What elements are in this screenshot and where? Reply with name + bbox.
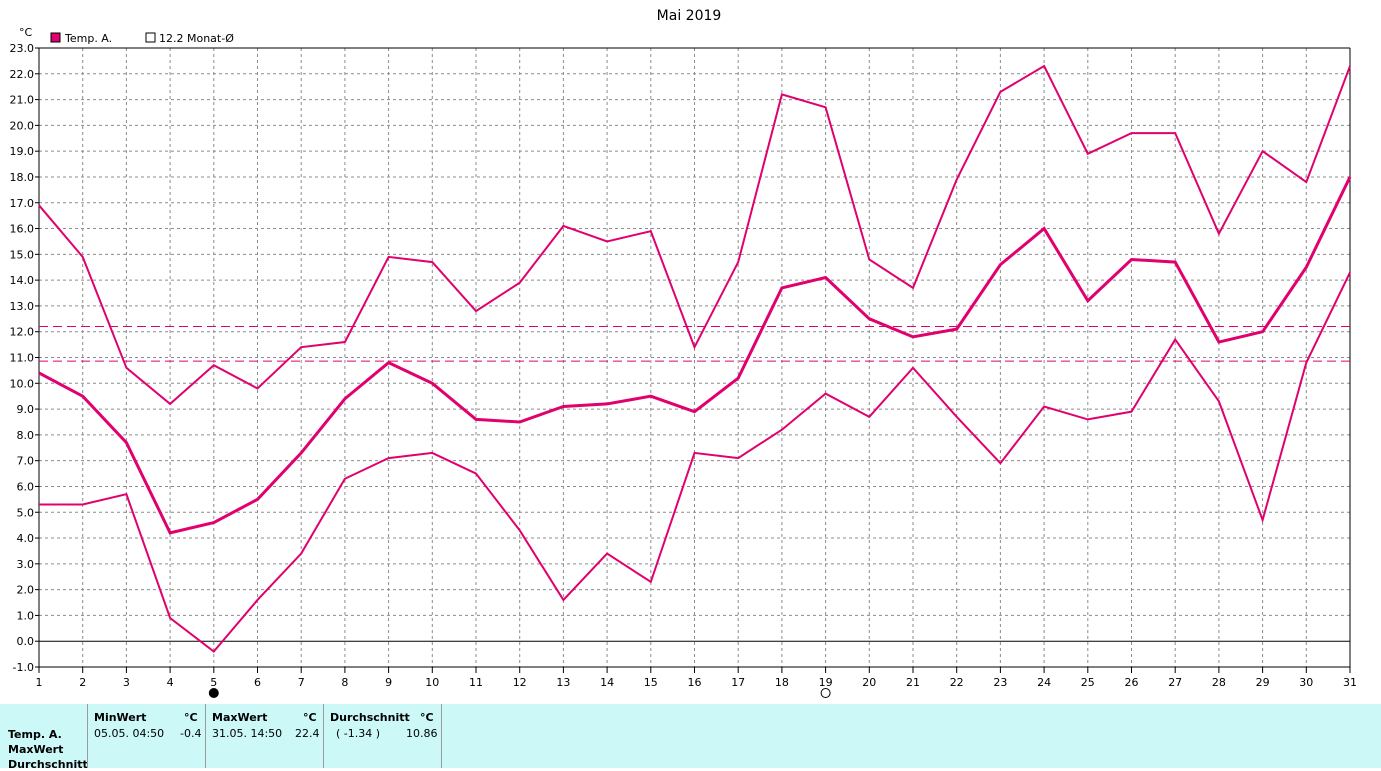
- x-tick-label: 1: [36, 676, 43, 689]
- x-tick-label: 7: [298, 676, 305, 689]
- y-tick-label: 7.0: [17, 455, 35, 468]
- x-tick-label: 17: [731, 676, 745, 689]
- stats-divider: [323, 704, 324, 768]
- y-tick-label: 23.0: [10, 42, 35, 55]
- x-tick-label: 19: [819, 676, 833, 689]
- y-tick-label: 16.0: [10, 223, 35, 236]
- x-tick-label: 18: [775, 676, 789, 689]
- x-tick-label: 5: [210, 676, 217, 689]
- y-tick-label: 18.0: [10, 171, 35, 184]
- series-lines: [38, 64, 1352, 653]
- chart-title: Mai 2019: [657, 8, 722, 24]
- y-tick-label: 15.0: [10, 248, 35, 261]
- y-tick-label: 6.0: [17, 480, 35, 493]
- y-tick-label: 3.0: [17, 558, 35, 571]
- x-tick-label: 30: [1299, 676, 1313, 689]
- y-tick-label: 0.0: [17, 635, 35, 648]
- x-tick-label: 4: [167, 676, 174, 689]
- y-tick-label: 14.0: [10, 274, 35, 287]
- full-moon-icon: [820, 688, 831, 698]
- y-tick-label: 5.0: [17, 506, 35, 519]
- row-label-avg: Durchschnitt: [8, 758, 88, 771]
- statistics-panel: Temp. A. MaxWert Durchschnitt MinWert °C…: [0, 704, 1381, 771]
- y-tick-label: 19.0: [10, 145, 35, 158]
- x-tick-label: 26: [1125, 676, 1139, 689]
- stats-divider: [87, 704, 88, 768]
- y-tick-label: 8.0: [17, 429, 35, 442]
- x-tick-label: 15: [644, 676, 658, 689]
- stats-divider: [441, 704, 442, 768]
- stats-divider: [205, 704, 206, 768]
- series-line-max: [38, 64, 1351, 406]
- max-unit: °C: [303, 711, 317, 724]
- y-tick-label: 22.0: [10, 68, 35, 81]
- new-moon-icon: [208, 688, 219, 698]
- max-date: 31.05. 14:50: [212, 727, 283, 740]
- y-tick-label: 17.0: [10, 197, 35, 210]
- y-tick-label: 20.0: [10, 119, 35, 132]
- x-tick-label: 31: [1343, 676, 1357, 689]
- y-tick-label: 10.0: [10, 377, 35, 390]
- min-header: MinWert: [94, 711, 147, 724]
- x-tick-label: 16: [688, 676, 702, 689]
- row-label-temp: Temp. A.: [8, 728, 62, 741]
- avg-value: 10.86: [406, 727, 438, 740]
- x-tick-label: 29: [1256, 676, 1270, 689]
- legend-swatch-month-avg: [145, 32, 156, 43]
- y-axis: -1.0 0.0 1.0 2.0 3.0 4.0 5.0 6.0 7.0 8.0 9.0 10.0 11…: [10, 42, 39, 674]
- x-tick-label: 9: [385, 676, 392, 689]
- min-date: 05.05. 04:50: [94, 727, 165, 740]
- temperature-chart: Mai 2019 °C Temp. A. 12.2 Monat-Ø -1.0 0.…: [10, 8, 1357, 698]
- y-tick-label: 12.0: [10, 326, 35, 339]
- y-tick-label: 21.0: [10, 94, 35, 107]
- y-tick-label: 11.0: [10, 352, 35, 365]
- legend: Temp. A. 12.2 Monat-Ø: [50, 32, 234, 45]
- y-unit-label: °C: [19, 26, 33, 39]
- x-tick-label: 8: [341, 676, 348, 689]
- x-tick-label: 13: [556, 676, 570, 689]
- x-tick-label: 10: [425, 676, 439, 689]
- x-axis: 1 2 3 4 5 6 7 8 9 10 11 12 13 14 15 16 17 18 19 20 21 22 23 24 2…: [36, 667, 1357, 689]
- y-tick-label: 13.0: [10, 300, 35, 313]
- row-label-max: MaxWert: [8, 743, 64, 756]
- max-header: MaxWert: [212, 711, 268, 724]
- x-tick-label: 27: [1168, 676, 1182, 689]
- avg-delta: ( -1.34 ): [336, 727, 381, 740]
- y-tick-label: 1.0: [17, 609, 35, 622]
- series-line-min: [39, 271, 1351, 653]
- max-value: 22.4: [295, 727, 320, 740]
- x-tick-label: 3: [123, 676, 130, 689]
- reference-lines: [39, 326, 1350, 362]
- x-tick-label: 22: [950, 676, 964, 689]
- x-tick-label: 6: [254, 676, 261, 689]
- grid: [38, 47, 1351, 668]
- y-tick-label: 4.0: [17, 532, 35, 545]
- legend-label-temp: Temp. A.: [64, 32, 112, 45]
- x-tick-label: 28: [1212, 676, 1226, 689]
- min-unit: °C: [184, 711, 198, 724]
- y-tick-label: -1.0: [13, 661, 34, 674]
- legend-label-month-avg: 12.2 Monat-Ø: [159, 32, 234, 45]
- avg-unit: °C: [420, 711, 434, 724]
- series-line-mean: [38, 176, 1352, 535]
- moon-phases: [208, 688, 831, 698]
- x-tick-label: 23: [993, 676, 1007, 689]
- x-tick-label: 12: [513, 676, 527, 689]
- x-tick-label: 25: [1081, 676, 1095, 689]
- min-value: -0.4: [180, 727, 202, 740]
- avg-header: Durchschnitt: [330, 711, 410, 724]
- x-tick-label: 14: [600, 676, 614, 689]
- x-tick-label: 2: [79, 676, 86, 689]
- legend-swatch-temp: [50, 32, 61, 43]
- y-tick-label: 2.0: [17, 584, 35, 597]
- x-tick-label: 11: [469, 676, 483, 689]
- y-tick-label: 9.0: [17, 403, 35, 416]
- x-tick-label: 24: [1037, 676, 1051, 689]
- x-tick-label: 21: [906, 676, 920, 689]
- x-tick-label: 20: [862, 676, 876, 689]
